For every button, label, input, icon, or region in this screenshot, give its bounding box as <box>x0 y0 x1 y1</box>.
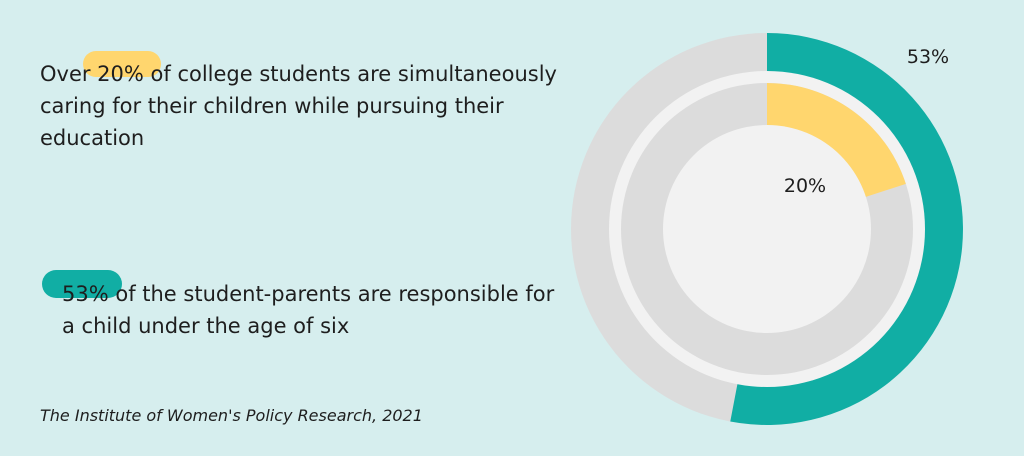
stat-1-text: Over 20% of college students are simulta… <box>40 62 557 150</box>
stat-1-highlight <box>83 51 161 77</box>
donut-center <box>663 125 871 333</box>
source-citation: The Institute of Women's Policy Research… <box>40 406 423 425</box>
outer-ring-value-label: 53% <box>907 46 949 68</box>
stat-2-highlight <box>42 270 122 298</box>
inner-ring-value-label: 20% <box>784 175 826 197</box>
stat-2-text: 53% of the student-parents are responsib… <box>62 282 555 338</box>
